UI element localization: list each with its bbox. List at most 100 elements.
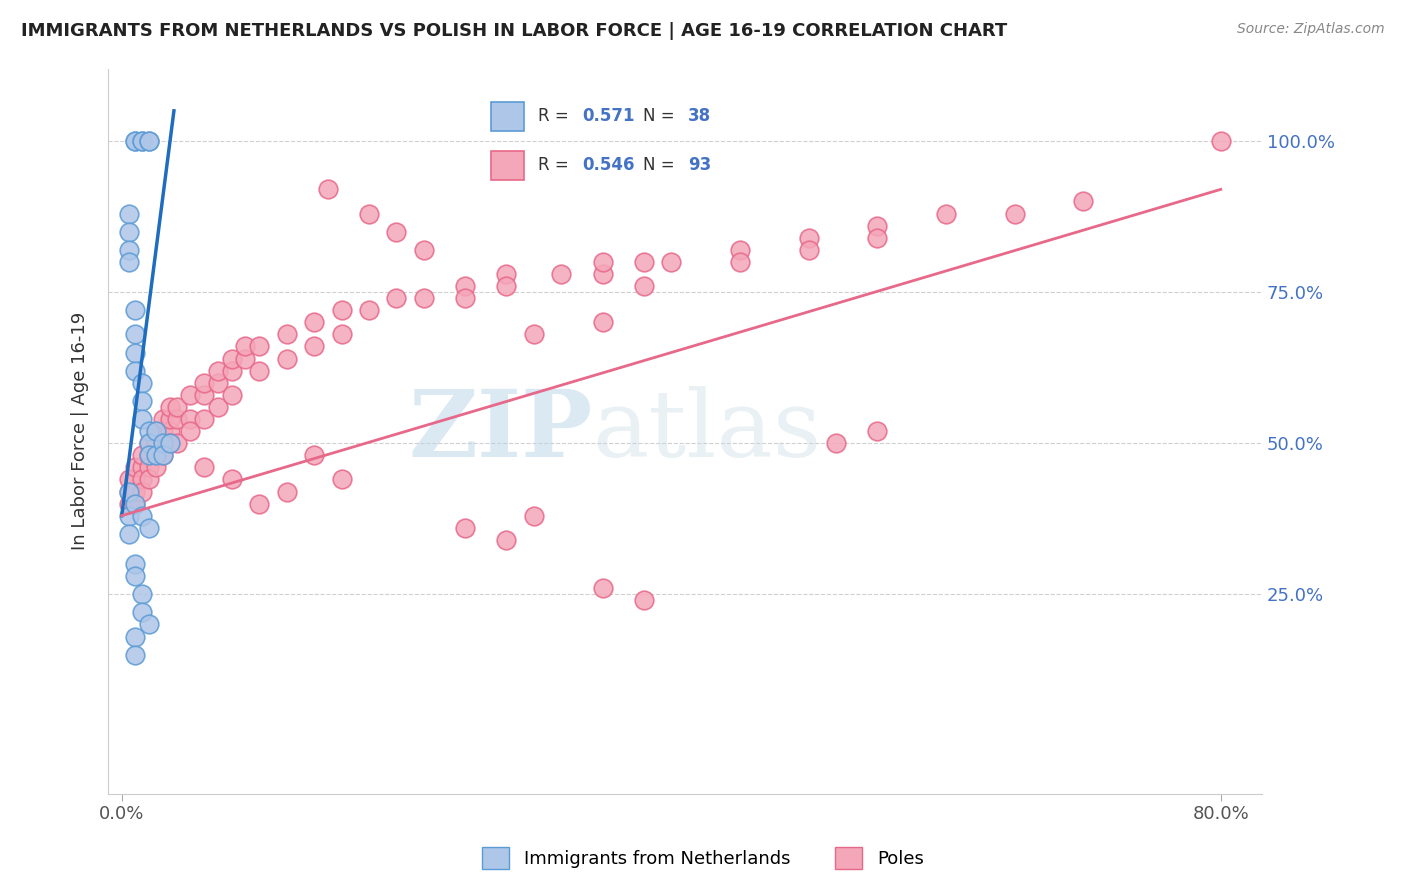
Point	[159, 436, 181, 450]
Point	[523, 508, 546, 523]
Point	[138, 521, 160, 535]
Point	[247, 364, 270, 378]
Point	[302, 448, 325, 462]
Point	[523, 327, 546, 342]
Point	[221, 364, 243, 378]
Point	[659, 255, 682, 269]
Point	[124, 472, 146, 486]
Point	[138, 134, 160, 148]
Point	[124, 345, 146, 359]
Point	[166, 436, 188, 450]
Point	[145, 436, 167, 450]
Point	[179, 412, 201, 426]
Point	[633, 279, 655, 293]
Point	[276, 351, 298, 366]
Point	[221, 472, 243, 486]
Point	[633, 255, 655, 269]
Point	[131, 484, 153, 499]
Point	[117, 206, 139, 220]
Point	[131, 472, 153, 486]
Point	[124, 364, 146, 378]
Point	[797, 243, 820, 257]
Point	[330, 303, 353, 318]
Point	[152, 448, 174, 462]
Point	[728, 255, 751, 269]
Text: ZIP: ZIP	[408, 386, 593, 476]
Point	[124, 497, 146, 511]
Point	[221, 351, 243, 366]
Point	[1071, 194, 1094, 209]
Point	[207, 376, 229, 390]
Point	[592, 267, 614, 281]
Point	[825, 436, 848, 450]
Point	[193, 388, 215, 402]
Point	[316, 182, 339, 196]
Point	[247, 497, 270, 511]
Point	[385, 291, 408, 305]
Point	[495, 533, 517, 547]
Legend: Immigrants from Netherlands, Poles: Immigrants from Netherlands, Poles	[474, 838, 932, 879]
Point	[1004, 206, 1026, 220]
Point	[357, 303, 380, 318]
Point	[866, 231, 889, 245]
Point	[495, 279, 517, 293]
Point	[193, 460, 215, 475]
Point	[159, 400, 181, 414]
Point	[124, 484, 146, 499]
Point	[131, 460, 153, 475]
Point	[124, 497, 146, 511]
Point	[413, 291, 436, 305]
Point	[179, 388, 201, 402]
Point	[138, 472, 160, 486]
Point	[728, 243, 751, 257]
Point	[152, 448, 174, 462]
Point	[495, 267, 517, 281]
Point	[138, 617, 160, 632]
Point	[124, 460, 146, 475]
Point	[117, 508, 139, 523]
Point	[117, 472, 139, 486]
Point	[117, 497, 139, 511]
Point	[207, 364, 229, 378]
Point	[131, 134, 153, 148]
Point	[1209, 134, 1232, 148]
Point	[117, 225, 139, 239]
Point	[131, 393, 153, 408]
Point	[276, 327, 298, 342]
Point	[124, 134, 146, 148]
Point	[193, 376, 215, 390]
Point	[124, 557, 146, 571]
Point	[131, 606, 153, 620]
Point	[145, 448, 167, 462]
Point	[302, 315, 325, 329]
Point	[145, 424, 167, 438]
Point	[159, 412, 181, 426]
Point	[131, 412, 153, 426]
Point	[117, 255, 139, 269]
Point	[124, 303, 146, 318]
Point	[302, 339, 325, 353]
Point	[159, 436, 181, 450]
Point	[550, 267, 572, 281]
Point	[179, 424, 201, 438]
Point	[159, 424, 181, 438]
Point	[276, 484, 298, 499]
Point	[145, 460, 167, 475]
Point	[138, 436, 160, 450]
Point	[138, 424, 160, 438]
Point	[797, 231, 820, 245]
Point	[385, 225, 408, 239]
Point	[152, 436, 174, 450]
Point	[131, 376, 153, 390]
Point	[131, 448, 153, 462]
Point	[592, 315, 614, 329]
Point	[138, 460, 160, 475]
Point	[117, 243, 139, 257]
Point	[592, 581, 614, 595]
Y-axis label: In Labor Force | Age 16-19: In Labor Force | Age 16-19	[72, 312, 89, 550]
Point	[935, 206, 957, 220]
Point	[193, 412, 215, 426]
Point	[124, 648, 146, 662]
Point	[152, 424, 174, 438]
Point	[131, 508, 153, 523]
